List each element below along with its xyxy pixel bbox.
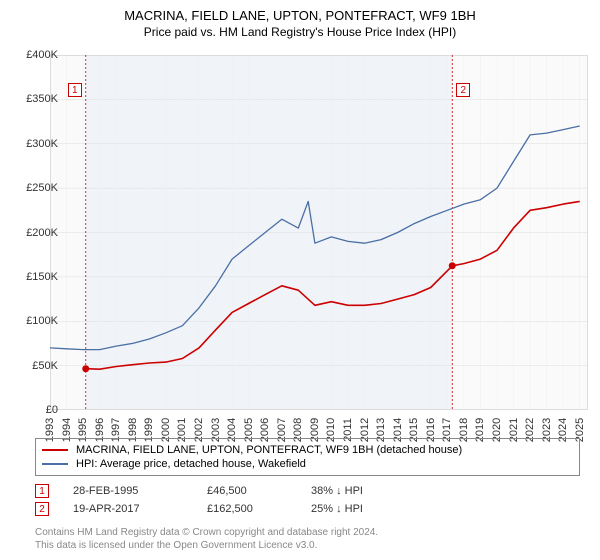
sale-date-1: 28-FEB-1995 (73, 485, 183, 497)
sale-table: 1 28-FEB-1995 £46,500 38% ↓ HPI 2 19-APR… (35, 482, 580, 518)
y-tick-label: £350K (26, 93, 58, 105)
sale-pct-2: 25% ↓ HPI (311, 503, 421, 515)
y-tick-label: £300K (26, 138, 58, 150)
legend-label-blue: HPI: Average price, detached house, Wake… (76, 458, 306, 470)
legend-label-red: MACRINA, FIELD LANE, UPTON, PONTEFRACT, … (76, 444, 462, 456)
y-tick-label: £400K (26, 49, 58, 61)
legend: MACRINA, FIELD LANE, UPTON, PONTEFRACT, … (35, 438, 580, 476)
y-tick-label: £150K (26, 271, 58, 283)
sale-pct-1: 38% ↓ HPI (311, 485, 421, 497)
chart-subtitle: Price paid vs. HM Land Registry's House … (0, 23, 600, 45)
footer-line1: Contains HM Land Registry data © Crown c… (35, 526, 378, 539)
footer-line2: This data is licensed under the Open Gov… (35, 539, 378, 552)
legend-swatch-red (42, 449, 68, 451)
y-tick-label: £200K (26, 227, 58, 239)
y-tick-label: £0 (46, 404, 58, 416)
y-tick-label: £50K (32, 360, 58, 372)
footer: Contains HM Land Registry data © Crown c… (35, 526, 378, 552)
marker-1: 1 (68, 83, 82, 97)
legend-swatch-blue (42, 463, 68, 465)
marker-2: 2 (456, 83, 470, 97)
sale-price-2: £162,500 (207, 503, 287, 515)
y-tick-label: £100K (26, 315, 58, 327)
sale-price-1: £46,500 (207, 485, 287, 497)
sale-marker-1: 1 (35, 484, 49, 498)
chart-plot: 1 2 (50, 55, 588, 410)
y-tick-label: £250K (26, 182, 58, 194)
sale-date-2: 19-APR-2017 (73, 503, 183, 515)
sale-marker-2: 2 (35, 502, 49, 516)
chart-title: MACRINA, FIELD LANE, UPTON, PONTEFRACT, … (0, 0, 600, 23)
